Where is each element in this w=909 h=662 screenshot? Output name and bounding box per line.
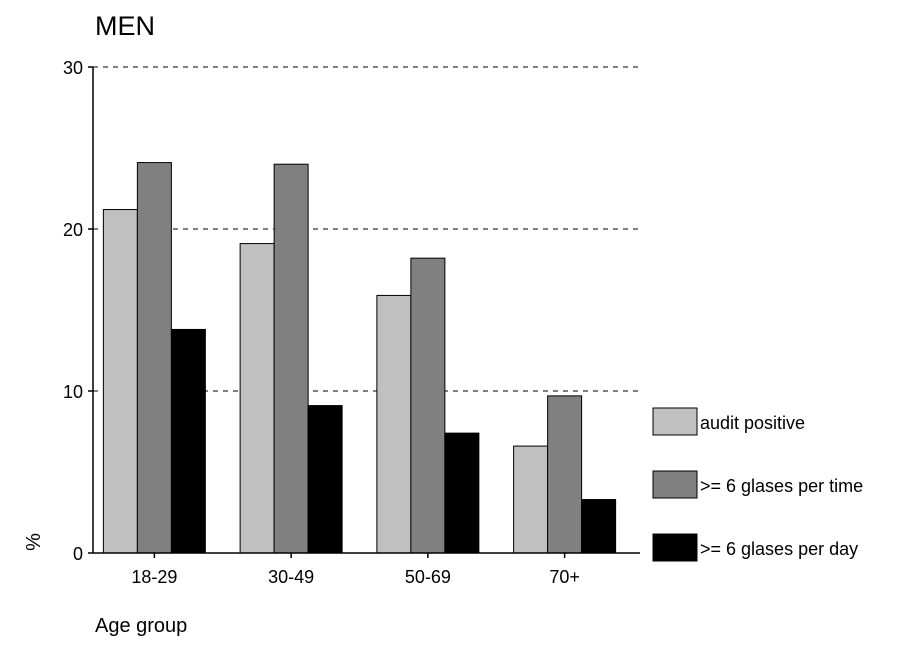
- bar: [410, 257, 446, 554]
- x-tick-label: 50-69: [405, 567, 451, 587]
- bar: [239, 243, 275, 554]
- legend-swatch: [652, 407, 698, 436]
- bar: [102, 209, 138, 554]
- bar: [136, 162, 172, 554]
- y-tick-label: 30: [63, 58, 83, 78]
- bar: [547, 395, 583, 554]
- x-tick-label: 18-29: [131, 567, 177, 587]
- x-tick-label: 70+: [549, 567, 580, 587]
- y-tick-label: 10: [63, 382, 83, 402]
- bar: [513, 445, 549, 554]
- bar: [581, 499, 617, 554]
- y-axis-label: %: [23, 533, 45, 551]
- chart-title: MEN: [95, 11, 155, 41]
- legend-swatch: [652, 470, 698, 499]
- legend-label: >= 6 glases per time: [700, 476, 863, 496]
- legend-swatch: [652, 533, 698, 562]
- x-tick-label: 30-49: [268, 567, 314, 587]
- bar: [376, 294, 412, 554]
- y-tick-label: 0: [73, 544, 83, 564]
- y-tick-label: 20: [63, 220, 83, 240]
- bars-group: [102, 162, 617, 554]
- bar: [307, 405, 343, 554]
- x-axis-label: Age group: [95, 615, 187, 637]
- legend-label: audit positive: [700, 413, 805, 433]
- legend-label: >= 6 glases per day: [700, 539, 858, 559]
- bar: [170, 328, 206, 554]
- axes: 0 10 20 30 18-29 30-49 50-69 70+: [63, 58, 640, 587]
- legend: audit positive >= 6 glases per time >= 6 g…: [652, 407, 863, 562]
- bar: [273, 163, 309, 554]
- bar: [444, 432, 480, 554]
